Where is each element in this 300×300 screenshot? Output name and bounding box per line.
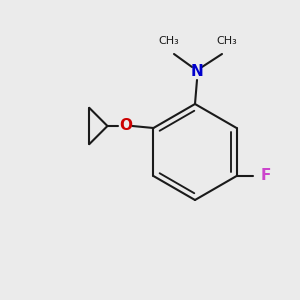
Text: CH₃: CH₃ xyxy=(217,36,237,46)
Text: F: F xyxy=(261,169,271,184)
Text: O: O xyxy=(119,118,132,134)
Text: N: N xyxy=(190,64,203,80)
Text: CH₃: CH₃ xyxy=(159,36,179,46)
